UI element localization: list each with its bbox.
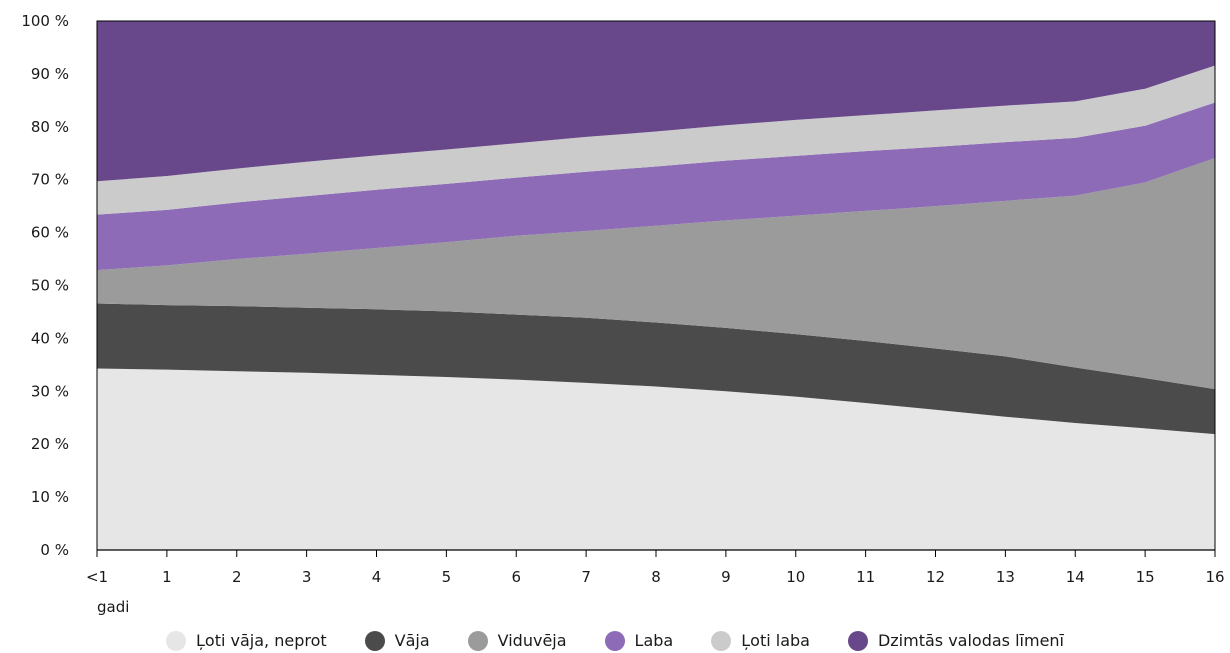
x-tick-label: 13 xyxy=(996,568,1015,586)
y-tick-label: 20 % xyxy=(31,435,69,453)
x-tick-label: 9 xyxy=(721,568,731,586)
legend-swatch xyxy=(364,630,385,651)
legend-swatch xyxy=(847,630,868,651)
legend-label: Laba xyxy=(634,631,674,650)
legend-label: Dzimtās valodas līmenī xyxy=(877,631,1064,650)
legend-item-4: Laba xyxy=(604,630,674,651)
x-tick-label: 10 xyxy=(786,568,805,586)
y-tick-label: 10 % xyxy=(31,488,69,506)
axes-layer: 0 % 10 % 20 % 30 % 40 % 50 % 60 % 70 % 80 % 90 % 1… xyxy=(21,12,1224,586)
x-tick-label: 15 xyxy=(1136,568,1155,586)
chart-legend: Ļoti vāja, neprot Vāja Viduvēja Laba Ļoti la… xyxy=(0,628,1230,653)
legend-swatch xyxy=(604,630,625,651)
y-tick-label: 60 % xyxy=(31,224,69,242)
legend-item-2: Vāja xyxy=(364,630,430,651)
y-tick-label: 30 % xyxy=(31,382,69,400)
y-tick-label: 100 % xyxy=(21,12,69,30)
area-series-5 xyxy=(97,65,1215,215)
plot-frame xyxy=(96,20,1216,550)
y-tick-label: 50 % xyxy=(31,277,69,295)
legend-swatch xyxy=(711,630,732,651)
area-series-4 xyxy=(97,102,1215,271)
y-tick-label: 0 % xyxy=(40,541,69,559)
y-tick-label: 40 % xyxy=(31,329,69,347)
x-tick-label: 12 xyxy=(926,568,945,586)
x-tick-label: 16 xyxy=(1205,568,1224,586)
x-tick-label: 7 xyxy=(581,568,591,586)
stacked-area-chart: 0 % 10 % 20 % 30 % 40 % 50 % 60 % 70 % 80 % 90 % 1… xyxy=(21,12,1224,616)
legend-swatch xyxy=(166,630,186,651)
legend-label: Ļoti vāja, neprot xyxy=(196,631,327,650)
x-tick-label: 2 xyxy=(232,568,242,586)
area-series-2 xyxy=(97,303,1215,435)
legend-item-1: Ļoti vāja, neprot xyxy=(166,630,327,651)
x-tick-label: 11 xyxy=(856,568,875,586)
x-tick-label: 3 xyxy=(302,568,312,586)
legend-item-5: Ļoti laba xyxy=(711,630,810,651)
area-series-1 xyxy=(97,368,1215,550)
y-tick-label: 90 % xyxy=(31,65,69,83)
x-tick-label: 5 xyxy=(442,568,452,586)
y-tick-label: 70 % xyxy=(31,171,69,189)
legend-label: Viduvēja xyxy=(497,631,567,650)
x-tick-label: 8 xyxy=(651,568,661,586)
area-layer xyxy=(97,21,1215,550)
legend-label: Ļoti laba xyxy=(741,631,810,650)
legend-label: Vāja xyxy=(394,631,430,650)
x-axis-label: gadi xyxy=(97,598,129,616)
x-tick-label: 1 xyxy=(162,568,172,586)
x-tick-label: 14 xyxy=(1066,568,1085,586)
x-tick-label: <1 xyxy=(86,568,108,586)
x-tick-label: 6 xyxy=(511,568,521,586)
area-series-3 xyxy=(97,158,1215,390)
legend-swatch xyxy=(467,630,488,651)
area-series-6 xyxy=(97,21,1215,182)
x-tick-label: 4 xyxy=(372,568,382,586)
y-tick-label: 80 % xyxy=(31,118,69,136)
legend-item-3: Viduvēja xyxy=(467,630,567,651)
legend-item-6: Dzimtās valodas līmenī xyxy=(847,630,1064,651)
